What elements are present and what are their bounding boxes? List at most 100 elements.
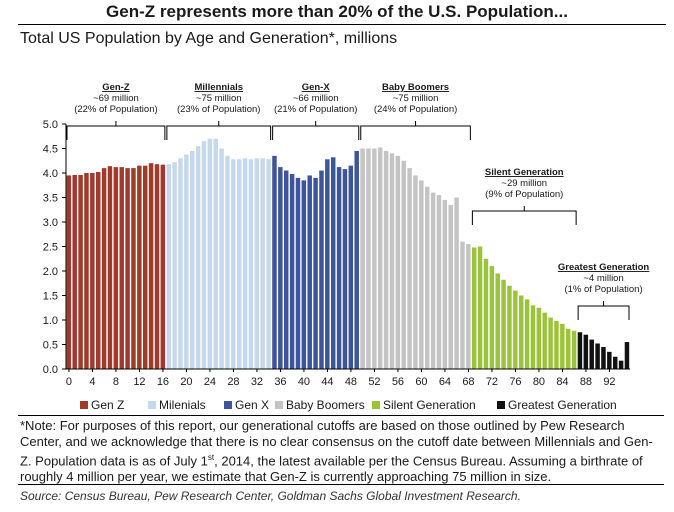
bar-age-94 <box>618 360 624 369</box>
bar-age-49 <box>354 150 359 369</box>
x-tick-label: 80 <box>533 376 545 388</box>
bar-age-70 <box>477 246 483 369</box>
x-tick-label: 52 <box>368 376 380 388</box>
generation-label-share: (24% of Population) <box>374 104 457 115</box>
x-tick-label: 68 <box>462 376 474 388</box>
footnote-superscript: st <box>207 453 215 462</box>
bar-age-64 <box>442 199 448 369</box>
bar-age-38 <box>289 173 295 369</box>
bar-age-25 <box>213 138 218 369</box>
legend-swatch <box>80 401 88 409</box>
bar-age-48 <box>348 165 354 369</box>
x-tick-label: 84 <box>556 376 568 388</box>
generation-label-share: (22% of Population) <box>74 104 157 115</box>
bar-age-6 <box>101 168 107 369</box>
bar-age-13 <box>142 165 148 369</box>
x-tick-label: 88 <box>580 376 592 388</box>
bar-age-56 <box>395 155 401 369</box>
bar-age-88 <box>583 334 589 369</box>
x-tick-label: 36 <box>274 376 286 388</box>
x-tick-label: 40 <box>298 376 310 388</box>
generation-label-title: Silent Generation <box>485 167 564 178</box>
generation-label-share: (23% of Population) <box>177 104 260 115</box>
bar-age-60 <box>419 180 424 369</box>
legend-swatch <box>148 401 156 409</box>
x-tick-label: 0 <box>66 376 72 388</box>
y-tick-label: 1.0 <box>43 315 58 327</box>
x-tick-label: 32 <box>251 376 263 388</box>
bar-age-55 <box>389 153 395 369</box>
bar-age-45 <box>330 157 336 369</box>
bar-age-26 <box>219 148 224 369</box>
population-chart: 0.00.51.01.52.02.53.03.54.04.55.00 4 8 12 16… <box>43 82 650 412</box>
bar-age-89 <box>589 339 594 369</box>
x-tick-label: 92 <box>603 376 615 388</box>
bar-age-24 <box>207 138 213 369</box>
generation-label-size: ~29 million <box>501 178 547 189</box>
bar-age-69 <box>471 247 477 369</box>
bar-age-2 <box>78 174 83 369</box>
bar-age-51 <box>366 148 371 369</box>
x-tick-label: 72 <box>486 376 498 388</box>
legend-swatch <box>275 401 283 409</box>
legend-label: Baby Boomers <box>286 398 365 412</box>
legend-swatch <box>497 401 505 409</box>
generation-bracket <box>471 210 577 225</box>
legend-label: Silent Generation <box>383 398 476 412</box>
bar-age-36 <box>278 167 283 369</box>
legend-label: Gen X <box>235 398 269 412</box>
bar-age-17 <box>166 164 171 369</box>
generation-label-title: Gen-X <box>302 82 331 93</box>
bar-age-34 <box>266 159 271 369</box>
bar-age-28 <box>231 159 236 369</box>
bar-age-63 <box>436 195 442 369</box>
generation-label-title: Gen-Z <box>102 82 130 93</box>
bar-age-0 <box>66 175 72 369</box>
bar-age-54 <box>383 150 389 369</box>
footnote-text-part1: *Note: For purposes of this report, our … <box>20 418 653 469</box>
bar-age-81 <box>542 312 547 369</box>
bar-age-32 <box>254 158 260 369</box>
bar-age-82 <box>548 317 553 369</box>
bar-age-76 <box>513 290 518 369</box>
y-tick-label: 3.5 <box>43 193 58 205</box>
y-tick-label: 1.5 <box>43 291 58 303</box>
generation-label-title: Greatest Generation <box>558 262 650 273</box>
bar-age-44 <box>325 159 330 369</box>
x-tick-label: 16 <box>157 376 169 388</box>
x-tick-label: 20 <box>180 376 192 388</box>
x-tick-label: 28 <box>227 376 239 388</box>
y-tick-label: 2.5 <box>43 242 58 254</box>
y-tick-label: 3.0 <box>43 217 58 229</box>
bar-age-14 <box>148 163 154 369</box>
bar-age-41 <box>307 175 312 369</box>
bar-age-79 <box>530 305 536 369</box>
bar-age-23 <box>201 141 207 369</box>
bar-age-18 <box>172 162 177 369</box>
y-tick-label: 0.0 <box>43 364 58 376</box>
bar-age-47 <box>342 169 348 369</box>
bar-age-42 <box>313 177 318 369</box>
bar-age-35 <box>272 155 277 369</box>
legend-swatch <box>224 401 232 409</box>
generation-label-size: ~75 million <box>196 93 242 104</box>
bar-age-73 <box>495 273 500 369</box>
generation-label-size: ~4 million <box>583 273 623 284</box>
bar-age-19 <box>178 158 183 369</box>
bar-age-93 <box>612 356 618 369</box>
bar-age-83 <box>554 320 559 369</box>
x-tick-label: 48 <box>345 376 357 388</box>
source-line: Source: Census Bureau, Pew Research Cent… <box>20 489 521 503</box>
bar-age-11 <box>131 168 136 369</box>
bar-age-33 <box>260 158 265 369</box>
bar-age-80 <box>536 307 542 369</box>
generation-label-share: (9% of Population) <box>485 189 563 200</box>
bar-age-30 <box>242 158 248 369</box>
legend-label: Gen Z <box>91 398 124 412</box>
generation-label-title: Millennials <box>194 82 243 93</box>
y-tick-label: 5.0 <box>43 119 58 131</box>
bar-age-16 <box>160 164 166 369</box>
bar-age-86 <box>571 330 577 369</box>
bar-age-84 <box>560 323 565 369</box>
generation-label-share: (1% of Population) <box>564 284 642 295</box>
